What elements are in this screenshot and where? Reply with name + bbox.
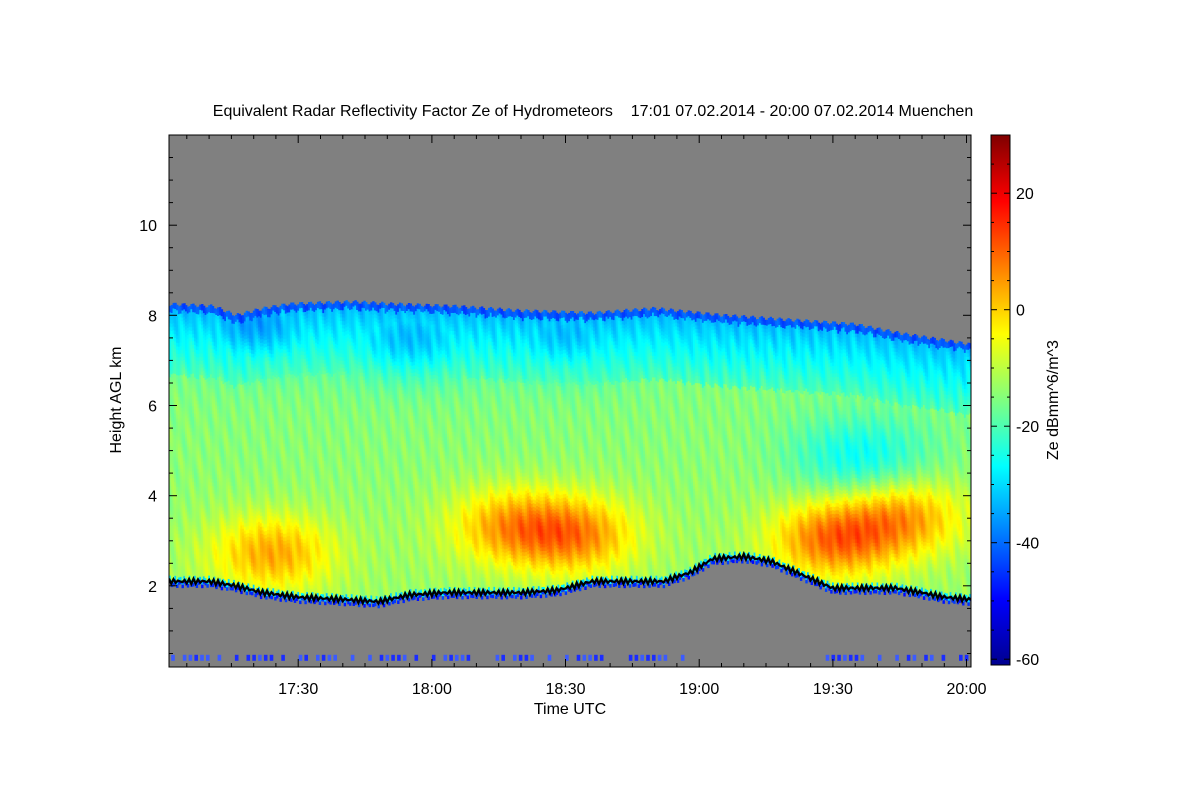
reflectivity-cell: [182, 584, 184, 588]
figure: Equivalent Radar Reflectivity Factor Ze …: [0, 0, 1200, 800]
chart-title: Equivalent Radar Reflectivity Factor Ze …: [213, 103, 973, 120]
plot-area: [169, 135, 974, 667]
reflectivity-cell: [192, 304, 194, 305]
